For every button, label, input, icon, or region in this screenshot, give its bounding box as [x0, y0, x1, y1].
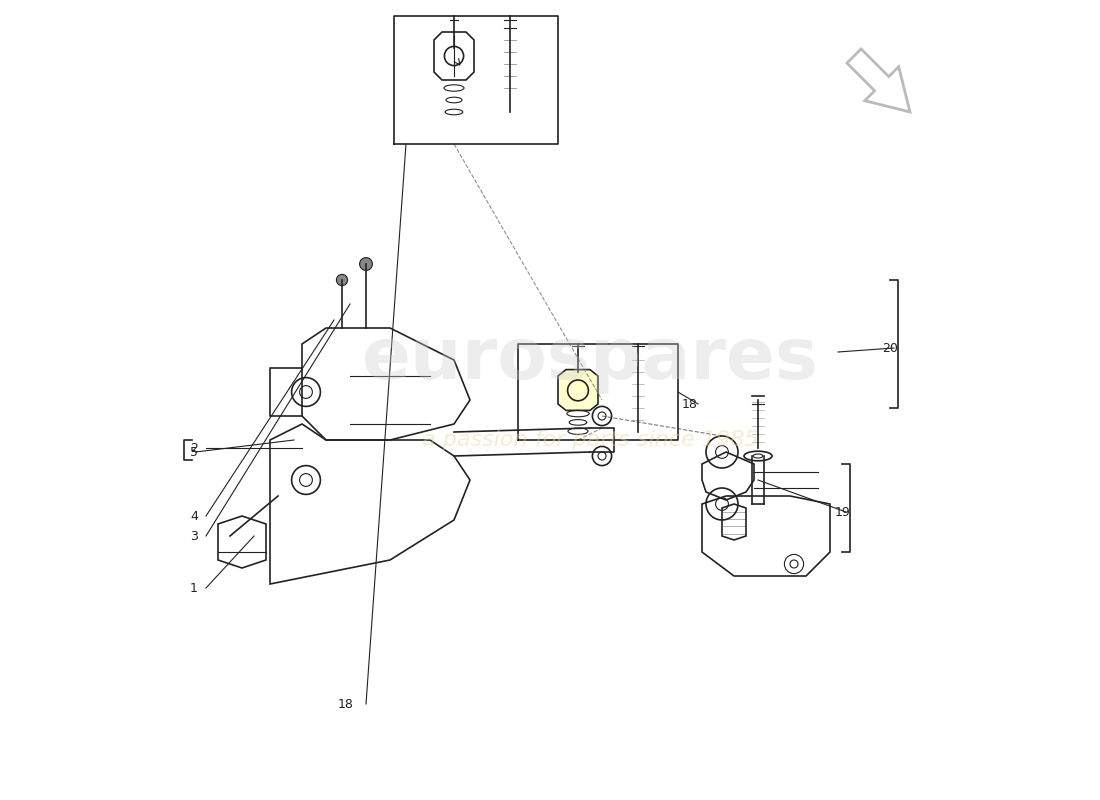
Text: 1: 1 — [190, 582, 198, 594]
Text: 2: 2 — [190, 442, 198, 454]
Text: 19: 19 — [834, 506, 850, 518]
Text: 18: 18 — [682, 398, 698, 410]
Text: eurospares: eurospares — [362, 326, 818, 394]
Polygon shape — [558, 370, 598, 410]
Text: 18: 18 — [338, 698, 354, 710]
Text: 4: 4 — [190, 510, 198, 522]
Text: 20: 20 — [882, 342, 898, 354]
Text: 3: 3 — [190, 530, 198, 542]
Circle shape — [360, 258, 373, 270]
Text: 5: 5 — [190, 446, 198, 458]
Text: a passion for parts since 1985: a passion for parts since 1985 — [421, 430, 758, 450]
Circle shape — [337, 274, 348, 286]
